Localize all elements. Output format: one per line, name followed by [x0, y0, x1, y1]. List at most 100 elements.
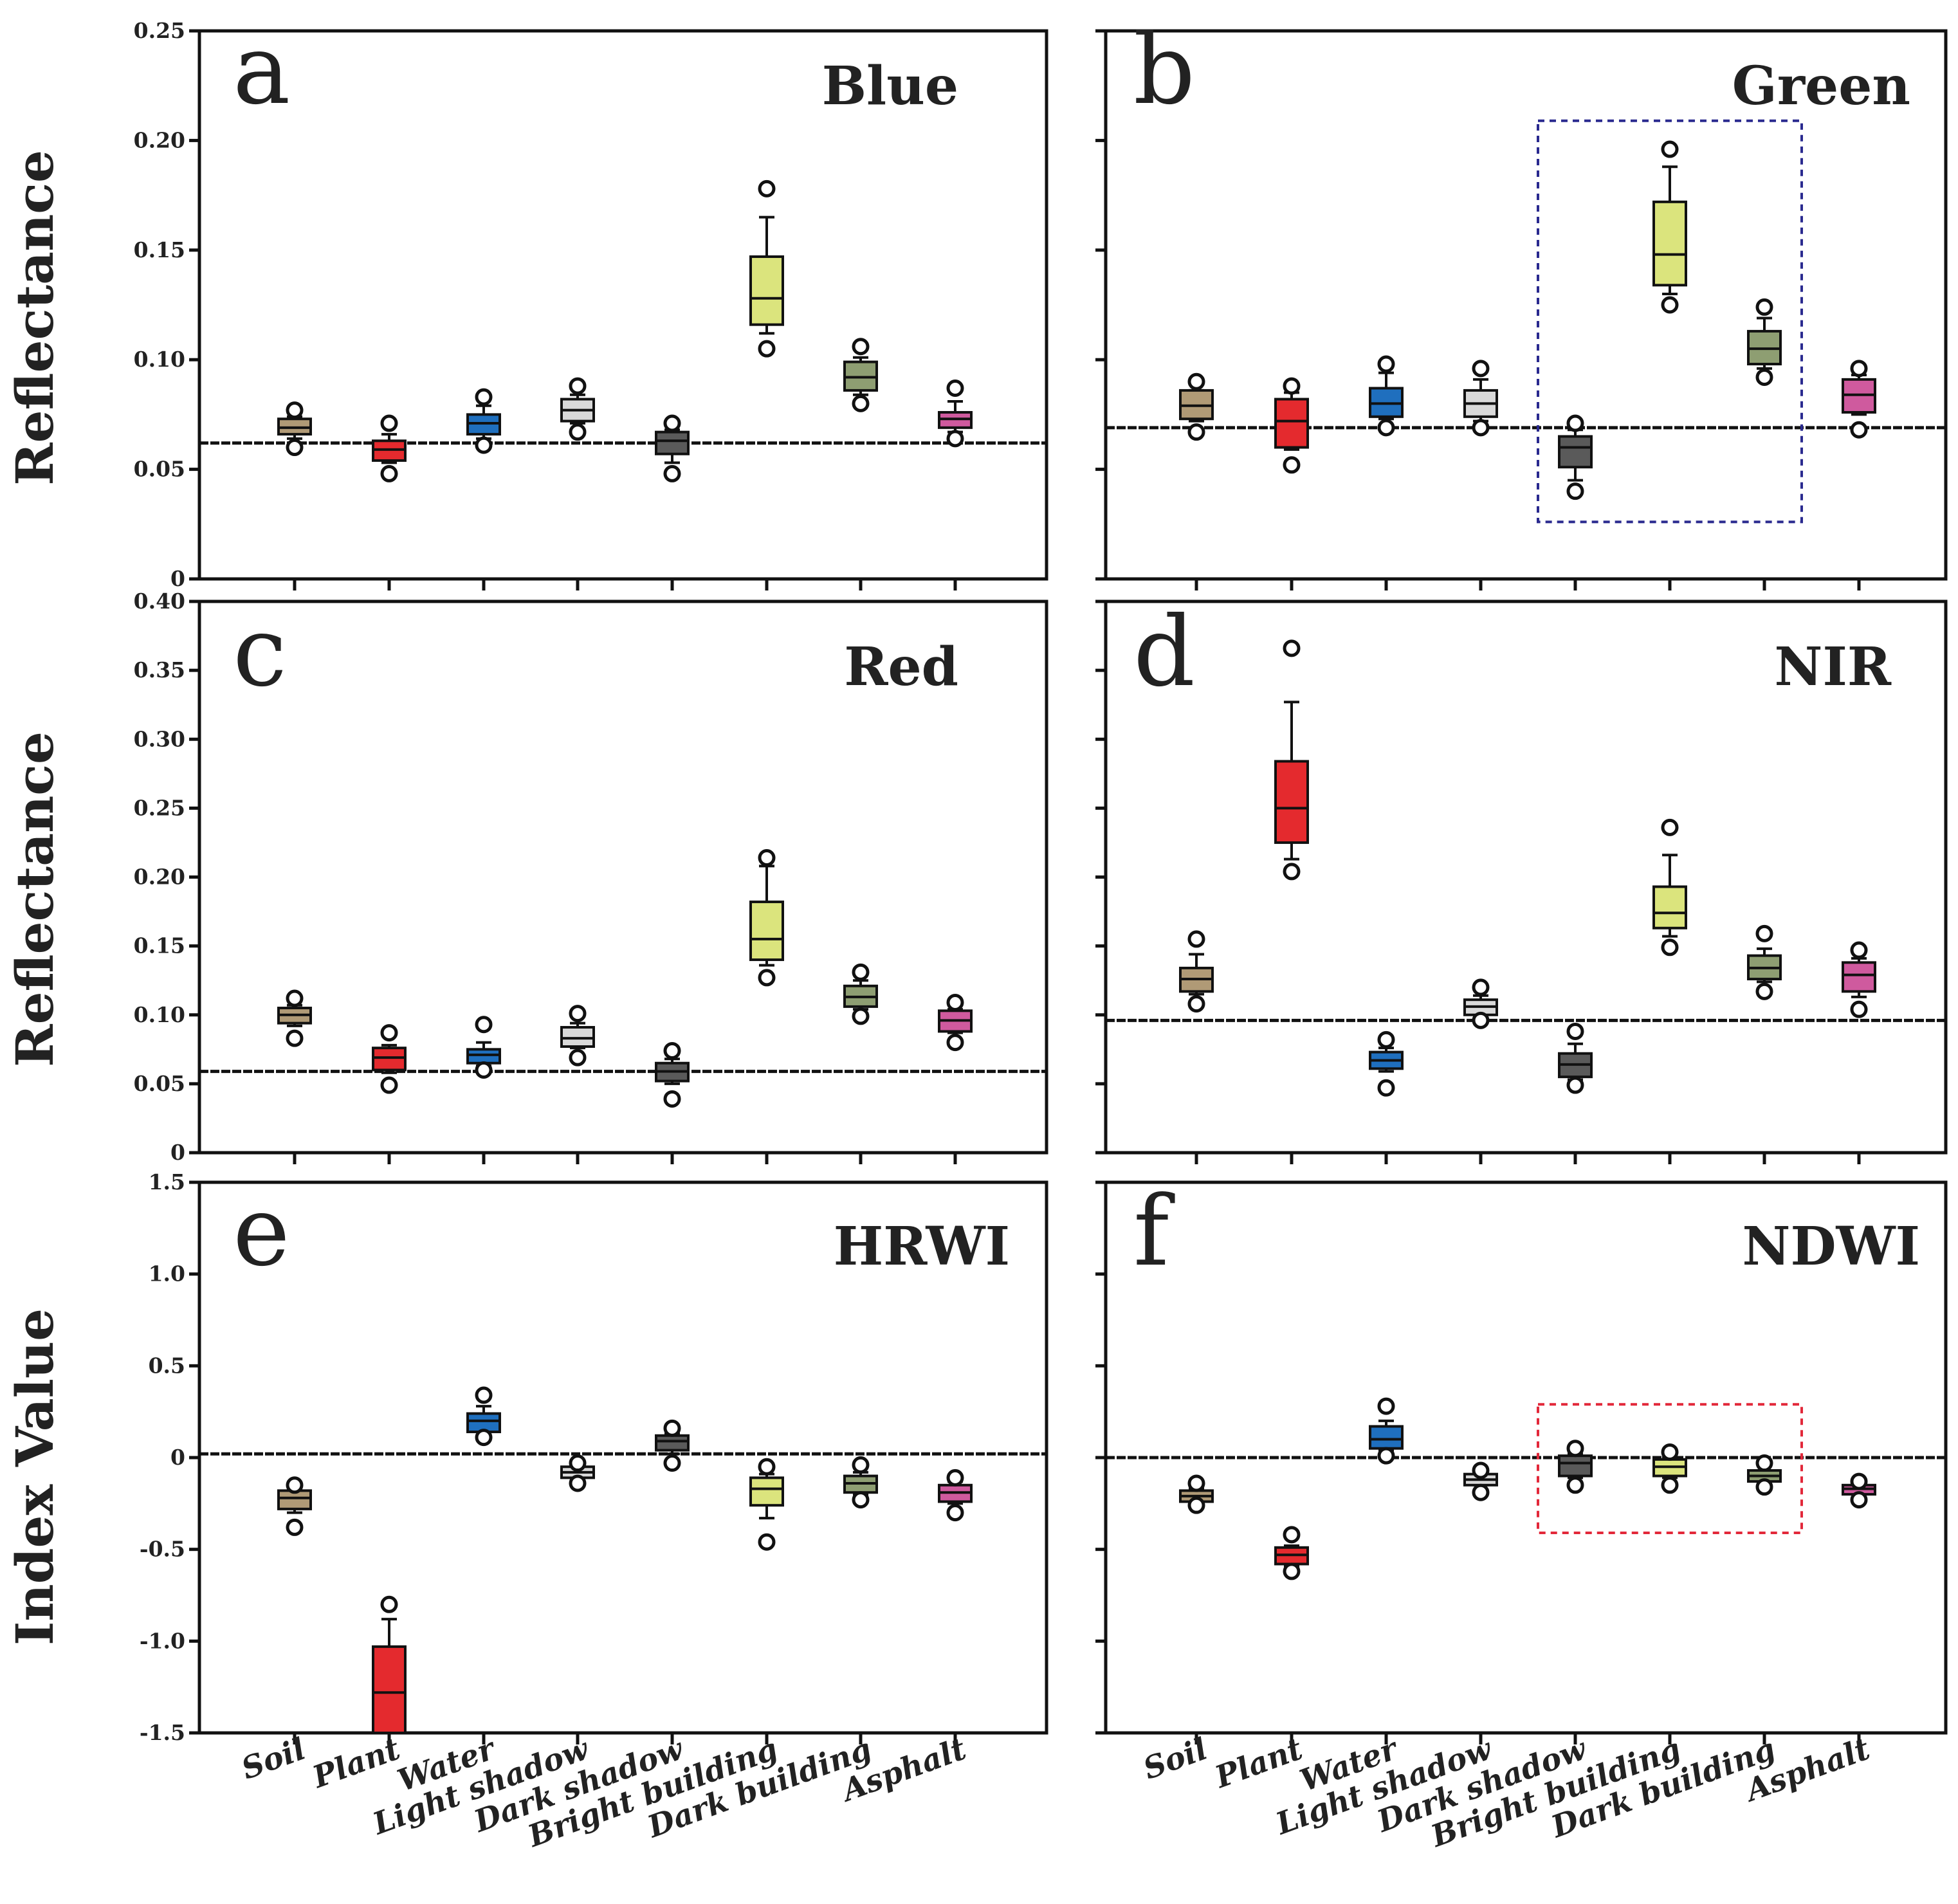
box-body [466, 1048, 501, 1065]
panel-f-letter: f [1133, 1176, 1175, 1288]
y-tick-label-e-6: 1.5 [149, 1169, 185, 1195]
outlier-1 [1755, 1454, 1773, 1472]
box-body [1652, 200, 1687, 287]
box-e-7 [938, 1469, 973, 1522]
box-body [749, 1476, 784, 1507]
box-e-1 [372, 1595, 407, 1734]
outlier-0 [1187, 423, 1205, 441]
outlier-0 [286, 1029, 304, 1047]
box-b-5 [1652, 140, 1687, 314]
outlier-0 [380, 1076, 398, 1094]
panel-f-title: NDWI [1742, 1216, 1920, 1277]
outlier-0 [475, 1061, 493, 1079]
y-tick-label-c-6: 0.30 [134, 726, 185, 751]
outlier-1 [1283, 1526, 1301, 1544]
y-tick-label-c-8: 0.40 [134, 589, 185, 614]
outlier-1 [852, 963, 870, 981]
outlier-1 [475, 1386, 493, 1404]
highlight-box-b [1537, 119, 1803, 524]
panel-c-title: Red [844, 636, 958, 698]
outlier-1 [1755, 298, 1773, 316]
outlier-1 [1187, 1474, 1205, 1492]
box-c-5 [749, 849, 784, 987]
outlier-0 [758, 340, 776, 358]
outlier-0 [1850, 1000, 1868, 1018]
outlier-0 [1755, 982, 1773, 1000]
outlier-1 [475, 388, 493, 406]
box-a-5 [749, 179, 784, 358]
box-body [749, 901, 784, 962]
outlier-0 [1377, 1447, 1395, 1465]
outlier-0 [1566, 1076, 1584, 1094]
outlier-0 [1377, 419, 1395, 437]
outlier-0 [1661, 296, 1679, 314]
box-d-0 [1179, 930, 1214, 1013]
outlier-0 [286, 439, 304, 457]
outlier-1 [1566, 414, 1584, 432]
cat-label-left-0: Soil [237, 1732, 310, 1787]
outlier-1 [569, 377, 587, 395]
box-e-4 [655, 1419, 690, 1472]
panel-b-letter: b [1133, 14, 1195, 126]
y-tick-label-c-1: 0.05 [134, 1071, 185, 1096]
panel-e-marks: -1.5 -1.0 -0.5 0 0.5 1.0 1.5 [140, 1169, 1047, 1745]
outlier-1 [946, 993, 964, 1011]
outlier-0 [1850, 421, 1868, 439]
box-b-7 [1842, 360, 1876, 439]
outlier-0 [852, 394, 870, 412]
box-f-6 [1747, 1454, 1782, 1496]
panel-c: c Red 0 0.05 0.10 0.15 0.20 0.25 0.30 0.35 0.40 [134, 589, 1048, 1165]
cat-label-left-1: Plant [307, 1731, 405, 1795]
cat-label-right-1: Plant [1209, 1731, 1307, 1795]
box-a-4 [655, 414, 690, 482]
panel-e: e HRWI -1.5 -1.0 -0.5 0 0.5 1.0 1.5 [140, 1169, 1048, 1745]
panel-a: a Blue 0 0.05 0.10 0.15 0.20 0.25 [134, 14, 1048, 591]
outlier-0 [758, 969, 776, 987]
box-a-3 [560, 377, 595, 441]
outlier-0 [946, 1504, 964, 1522]
outlier-1 [1283, 639, 1301, 657]
panel-c-letter: c [233, 596, 287, 708]
panel-a-letter: a [233, 14, 290, 126]
y-tick-label-e-2: -0.5 [140, 1537, 185, 1562]
outlier-1 [1283, 377, 1301, 395]
y-tick-label-e-1: -1.0 [140, 1628, 185, 1653]
y-tick-label-c-5: 0.25 [134, 795, 185, 820]
box-b-2 [1369, 355, 1404, 437]
outlier-1 [758, 849, 776, 867]
outlier-1 [286, 1476, 304, 1494]
outlier-1 [1566, 1440, 1584, 1458]
y-axis-title-row1: Reflectance [5, 150, 65, 486]
outlier-0 [1187, 995, 1205, 1013]
outlier-0 [1661, 1476, 1679, 1494]
outlier-1 [286, 989, 304, 1007]
y-tick-label-a-0: 0 [170, 566, 185, 591]
outlier-1 [1187, 372, 1205, 390]
highlight-box-f [1537, 1403, 1803, 1534]
box-c-4 [655, 1041, 690, 1108]
box-b-6 [1747, 298, 1782, 386]
outlier-0 [1283, 863, 1301, 881]
box-body [1842, 961, 1876, 993]
box-d-7 [1842, 941, 1876, 1018]
box-body [655, 1434, 690, 1452]
box-body [372, 1645, 407, 1734]
outlier-0 [1566, 1476, 1584, 1494]
panel-d-marks [1095, 600, 1946, 1164]
outlier-1 [1566, 1022, 1584, 1040]
outlier-1 [1850, 360, 1868, 378]
outlier-1 [1755, 924, 1773, 942]
outlier-1 [946, 1469, 964, 1487]
panel-e-letter: e [233, 1176, 290, 1288]
outlier-0 [1850, 1491, 1868, 1509]
y-tick-label-c-4: 0.20 [134, 865, 185, 890]
panel-d-letter: d [1133, 596, 1195, 708]
outlier-1 [758, 1458, 776, 1476]
box-a-6 [843, 338, 878, 412]
box-body [1274, 398, 1309, 449]
outlier-1 [1661, 1443, 1679, 1461]
outlier-1 [380, 1024, 398, 1042]
outlier-0 [569, 1048, 587, 1066]
panel-a-title: Blue [822, 55, 958, 117]
